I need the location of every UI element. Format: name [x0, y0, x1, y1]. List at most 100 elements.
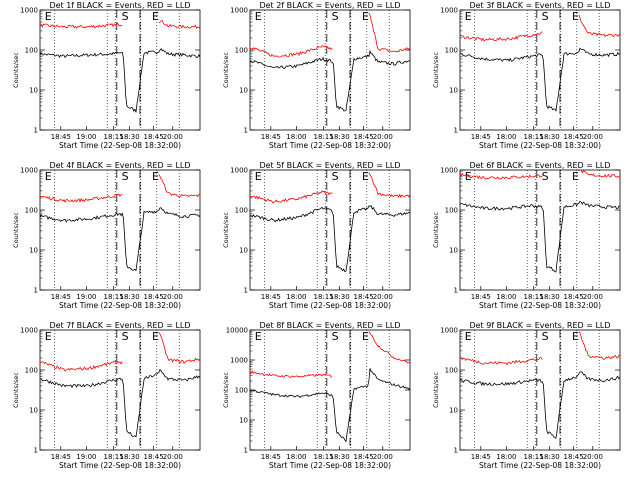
plot-frame: [459, 9, 621, 131]
x-tick-label: 20:00: [163, 133, 183, 141]
y-axis-label: Counts/sec: [222, 52, 230, 88]
y-axis-label: Counts/sec: [222, 212, 230, 248]
chart-title: Det 1f BLACK = Events, RED = LLD: [49, 1, 190, 10]
y-tick-label: 1000: [20, 167, 38, 175]
y-tick-label: 10: [449, 87, 458, 95]
y-axis-label: Counts/sec: [432, 212, 440, 248]
x-tick-label: 18:45: [144, 453, 164, 461]
events-series-line: [39, 207, 201, 272]
y-tick-label: 1000: [230, 7, 248, 15]
event-marker-e: E: [255, 330, 262, 343]
plot-frame: [459, 329, 621, 451]
event-marker-e: E: [572, 170, 579, 183]
x-tick-label: 18:45: [564, 453, 584, 461]
x-tick-label: 18:45: [471, 133, 491, 141]
y-tick-label: 10: [239, 417, 248, 425]
event-marker-e: E: [572, 10, 579, 23]
y-tick-label: 10: [449, 247, 458, 255]
y-tick-label: 1000: [440, 7, 458, 15]
lld-series-line: [39, 20, 201, 29]
x-tick-label: 18:45: [471, 453, 491, 461]
y-tick-label: 10: [29, 247, 38, 255]
event-marker-s: S: [122, 170, 129, 183]
events-series-line: [39, 48, 201, 113]
x-tick-label: 18:15: [524, 453, 544, 461]
chart-panel-8: Det 8f BLACK = Events, RED = LLD 1 10 100 10…: [222, 321, 411, 470]
x-tick-label: 19:00: [76, 453, 96, 461]
event-marker-s: S: [542, 330, 549, 343]
y-tick-label: 1: [244, 287, 248, 295]
y-tick-label: 1: [454, 447, 458, 455]
x-tick-label: 18:30: [540, 453, 560, 461]
chart-panel-9: Det 9f BLACK = Events, RED = LLD 1 10 100 10…: [432, 321, 621, 470]
x-tick-label: 18:15: [104, 133, 124, 141]
x-tick-label: 20:00: [373, 133, 393, 141]
event-marker-s: S: [542, 170, 549, 183]
chart-panel-5: Det 5f BLACK = Events, RED = LLD 1 10 100 10…: [222, 161, 411, 310]
chart-title: Det 4f BLACK = Events, RED = LLD: [49, 161, 190, 170]
plot-frame: [39, 169, 201, 291]
chart-title: Det 8f BLACK = Events, RED = LLD: [259, 321, 400, 330]
x-axis-label: Start Time (22-Sep-08 18:32:00): [269, 301, 391, 310]
y-tick-label: 10000: [226, 327, 248, 335]
x-tick-label: 18:00: [496, 453, 516, 461]
x-tick-label: 18:45: [144, 293, 164, 301]
y-tick-label: 1000: [440, 327, 458, 335]
event-marker-e: E: [255, 170, 262, 183]
x-axis-label: Start Time (22-Sep-08 18:32:00): [59, 461, 181, 470]
x-tick-label: 18:45: [564, 293, 584, 301]
x-tick-label: 18:30: [120, 293, 140, 301]
event-marker-s: S: [542, 10, 549, 23]
lld-series-line: [459, 169, 621, 180]
event-marker-e: E: [45, 330, 52, 343]
y-tick-label: 100: [445, 47, 458, 55]
event-marker-e: E: [255, 10, 262, 23]
x-axis-label: Start Time (22-Sep-08 18:32:00): [269, 141, 391, 150]
x-tick-label: 18:15: [104, 453, 124, 461]
x-tick-label: 20:00: [163, 293, 183, 301]
y-tick-label: 10: [29, 407, 38, 415]
x-tick-label: 18:45: [471, 293, 491, 301]
x-tick-label: 20:00: [163, 453, 183, 461]
event-marker-e: E: [45, 170, 52, 183]
x-tick-label: 18:45: [261, 293, 281, 301]
x-tick-label: 18:45: [354, 133, 374, 141]
y-tick-label: 1000: [20, 327, 38, 335]
y-tick-label: 100: [235, 207, 248, 215]
plot-frame: [39, 9, 201, 131]
x-tick-label: 18:45: [51, 293, 71, 301]
events-series-line: [39, 368, 201, 438]
chart-panel-7: Det 7f BLACK = Events, RED = LLD 1 10 100 10…: [12, 321, 201, 470]
events-series-line: [459, 47, 621, 112]
x-tick-label: 18:45: [51, 453, 71, 461]
y-tick-label: 1000: [440, 167, 458, 175]
x-tick-label: 19:00: [76, 293, 96, 301]
event-marker-e: E: [465, 330, 472, 343]
events-series-line: [249, 205, 411, 273]
event-marker-e: E: [465, 10, 472, 23]
y-tick-label: 10: [29, 87, 38, 95]
lld-series-line: [459, 14, 621, 42]
x-tick-label: 18:00: [286, 133, 306, 141]
x-tick-label: 20:00: [583, 133, 603, 141]
x-tick-label: 18:15: [314, 453, 334, 461]
chart-title: Det 3f BLACK = Events, RED = LLD: [469, 1, 610, 10]
x-tick-label: 18:15: [314, 293, 334, 301]
x-tick-label: 18:30: [120, 453, 140, 461]
event-marker-e: E: [362, 170, 369, 183]
x-tick-label: 20:00: [373, 453, 393, 461]
x-tick-label: 18:45: [261, 453, 281, 461]
x-tick-label: 18:15: [524, 133, 544, 141]
x-tick-label: 18:30: [330, 133, 350, 141]
chart-title: Det 6f BLACK = Events, RED = LLD: [469, 161, 610, 170]
event-marker-s: S: [122, 330, 129, 343]
x-tick-label: 19:00: [76, 133, 96, 141]
event-marker-e: E: [152, 10, 159, 23]
y-axis-label: Counts/sec: [12, 372, 20, 408]
plot-frame: [249, 169, 411, 291]
x-tick-label: 18:00: [496, 133, 516, 141]
x-tick-label: 18:00: [286, 453, 306, 461]
y-tick-label: 1: [34, 287, 38, 295]
x-tick-label: 18:45: [354, 293, 374, 301]
